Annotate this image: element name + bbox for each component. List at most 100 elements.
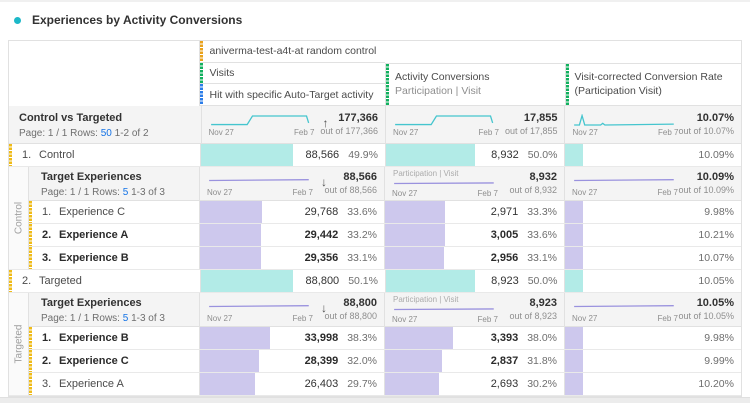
rate-cell[interactable]: 9.99% <box>564 350 741 372</box>
conversions-sub-label: Participation | Visit <box>394 85 481 98</box>
rate-bar <box>565 201 583 223</box>
visits-cell[interactable]: 29,768 33.6% <box>199 201 384 223</box>
visits-pct: 33.6% <box>347 206 377 218</box>
conversions-cell[interactable]: 2,837 31.8% <box>384 350 564 372</box>
visits-cell[interactable]: 26,403 29.7% <box>199 373 384 395</box>
row-label: Targeted <box>39 275 82 287</box>
spark-start-label: Nov 27 <box>572 188 598 197</box>
visits-cell[interactable]: 33,998 38.3% <box>199 327 384 349</box>
table-row-targeted[interactable]: 2. Targeted 88,800 50.1% 8,923 50.0% 10.05… <box>9 270 741 293</box>
spark-start-label: Nov 27 <box>572 314 598 323</box>
rows-per-page-select[interactable]: 5 <box>122 187 129 198</box>
rate-cell[interactable]: 10.21% <box>564 224 741 246</box>
header-spacer <box>385 41 565 63</box>
rate-cell[interactable]: 10.09% <box>564 144 741 166</box>
rows-per-page-select[interactable]: 5 <box>122 313 129 324</box>
metric-header-visits[interactable]: Visits <box>200 62 385 85</box>
conversions-pct: 30.2% <box>527 378 557 390</box>
metric-header-activity-conversions[interactable]: Activity Conversions Participation | Vis… <box>384 62 565 106</box>
visits-cell[interactable]: 88,800 50.1% <box>200 270 385 292</box>
conversions-total: 17,855 out of 17,855 <box>505 112 558 136</box>
visits-value: 26,403 <box>304 378 339 390</box>
conversions-cell[interactable]: 8,923 50.0% <box>384 270 565 292</box>
table-row-experience[interactable]: 1. Experience B 33,998 38.3% 3,393 38.0% 9… <box>29 327 741 350</box>
rate-total-outof: out of 10.09% <box>678 185 734 195</box>
dimension-header-label: aniverma-test-a4t-at random control <box>209 45 377 58</box>
page-indicator: Page: 1 / 1 <box>41 187 90 198</box>
spark-end-label: Feb 7 <box>658 128 679 137</box>
table-row-experience[interactable]: 1. Experience C 29,768 33.6% 2,971 33.3% 9… <box>29 201 741 224</box>
row-color-strip-icon <box>29 224 32 246</box>
rate-bar <box>565 270 584 292</box>
pagination: Page: 1 / 1 Rows: 50 1-2 of 2 <box>19 128 201 139</box>
table-row-experience[interactable]: 2. Experience A 29,442 33.2% 3,005 33.6% 1… <box>29 224 741 247</box>
visits-value: 29,356 <box>304 252 339 264</box>
visits-value: 29,768 <box>304 206 339 218</box>
conversions-cell[interactable]: 2,956 33.1% <box>384 247 564 269</box>
table-row-experience[interactable]: 2. Experience C 28,399 32.0% 2,837 31.8% 9… <box>29 350 741 373</box>
visits-cell[interactable]: 28,399 32.0% <box>199 350 384 372</box>
breakdown-header-row: Target Experiences Page: 1 / 1 Rows: 5 1… <box>29 167 741 201</box>
visits-cell[interactable]: 88,566 49.9% <box>200 144 385 166</box>
breakdown-parent-label: Targeted <box>13 324 24 364</box>
conversions-cell[interactable]: 3,393 38.0% <box>384 327 564 349</box>
segment-header[interactable]: Hit with specific Auto-Target activity <box>200 84 385 107</box>
table-row-control[interactable]: 1. Control 88,566 49.9% 8,932 50.0% 10.09% <box>9 144 741 167</box>
rate-pct: 9.98% <box>704 332 734 344</box>
breakdown-parent-label: Control <box>13 201 24 235</box>
sort-descending-icon[interactable]: ↓ <box>321 301 327 315</box>
visits-bar <box>200 224 262 246</box>
metric-color-strip-icon <box>200 62 204 84</box>
spark-end-label: Feb 7 <box>477 315 498 324</box>
visits-cell[interactable]: 29,356 33.1% <box>199 247 384 269</box>
row-label: Experience B <box>59 332 129 344</box>
visits-total-value: 88,566 <box>343 171 377 183</box>
rate-pct: 9.99% <box>704 355 734 367</box>
metric-header-conversion-rate[interactable]: Visit-corrected Conversion Rate (Partici… <box>564 62 742 106</box>
breakdown-rate-cell: Nov 27 Feb 7 10.05% out of 10.05% <box>564 293 741 326</box>
visits-metric-label: Visits <box>209 67 235 79</box>
conversions-cell[interactable]: 2,971 33.3% <box>384 201 564 223</box>
conversions-cell[interactable]: 2,693 30.2% <box>384 373 564 395</box>
rate-cell[interactable]: 9.98% <box>564 327 741 349</box>
sort-ascending-icon[interactable]: ↑ <box>322 116 329 130</box>
dimension-header[interactable]: aniverma-test-a4t-at random control <box>200 41 385 63</box>
visits-total: 177,366 out of 177,366 <box>320 112 378 136</box>
rate-total-outof: out of 10.05% <box>678 311 734 321</box>
rate-pct: 10.09% <box>698 149 734 161</box>
visits-pct: 33.2% <box>347 229 377 241</box>
spark-end-label: Feb 7 <box>294 128 315 137</box>
visits-bar <box>200 247 261 269</box>
visits-bar <box>200 373 255 395</box>
conversions-pct: 38.0% <box>527 332 557 344</box>
spark-end-label: Feb 7 <box>477 189 498 198</box>
page-indicator: Page: 1 / 1 <box>19 128 68 139</box>
summary-title: Control vs Targeted <box>19 112 123 124</box>
rows-per-page-select[interactable]: 50 <box>100 128 112 139</box>
rate-bar <box>565 247 583 269</box>
conversions-bar <box>385 327 454 349</box>
visits-value: 88,800 <box>305 275 340 287</box>
table-row-experience[interactable]: 3. Experience B 29,356 33.1% 2,956 33.1% 1… <box>29 247 741 270</box>
visits-cell[interactable]: 29,442 33.2% <box>199 224 384 246</box>
visits-bar <box>201 144 294 166</box>
conversions-bar <box>385 270 476 292</box>
rate-cell[interactable]: 10.20% <box>564 373 741 395</box>
conversions-bar <box>385 350 442 372</box>
rate-cell[interactable]: 10.05% <box>564 270 741 292</box>
panel-accent-dot-icon <box>14 16 21 24</box>
conversions-cell[interactable]: 3,005 33.6% <box>384 224 564 246</box>
conversions-cell[interactable]: 8,932 50.0% <box>384 144 565 166</box>
conversions-total-outof: out of 8,932 <box>509 185 557 195</box>
breakdown-header-row: Target Experiences Page: 1 / 1 Rows: 5 1… <box>29 293 741 327</box>
sort-descending-icon[interactable]: ↓ <box>321 175 327 189</box>
table-row-experience[interactable]: 3. Experience A 26,403 29.7% 2,693 30.2% 1… <box>29 373 741 396</box>
summary-visits-cell: Nov 27 Feb 7 ↑ 177,366 out of 177,366 <box>200 106 385 143</box>
conversions-total-value: 8,932 <box>529 171 557 183</box>
rate-cell[interactable]: 9.98% <box>564 201 741 223</box>
breakdown-gutter: Control <box>9 167 29 270</box>
rate-cell[interactable]: 10.07% <box>564 247 741 269</box>
pagination: Page: 1 / 1 Rows: 5 1-3 of 3 <box>41 313 199 324</box>
rate-sparkline: Nov 27 Feb 7 <box>572 300 678 323</box>
breakdown-visits-cell: Nov 27 Feb 7 ↓ 88,800 out of 88,800 <box>199 293 384 326</box>
